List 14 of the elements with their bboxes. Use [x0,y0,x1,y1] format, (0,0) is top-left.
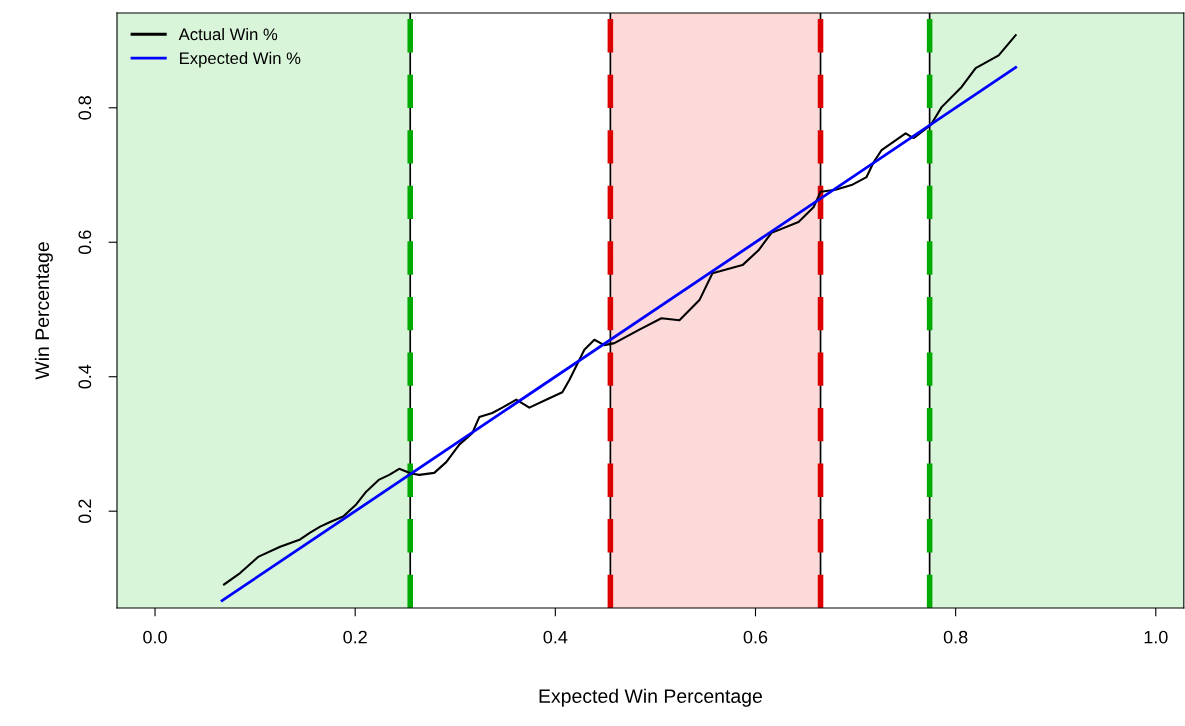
y-tick-label: 0.6 [78,230,92,255]
x-axis-title: Expected Win Percentage [539,688,762,707]
y-tick-label: 0.2 [78,499,92,524]
legend-label: Actual Win % [178,28,278,41]
x-tick-label: 0.8 [943,630,968,644]
x-tick-label: 0.0 [143,630,167,644]
x-tick-label: 0.2 [343,630,367,644]
y-tick-label: 0.4 [78,364,92,389]
x-tick-label: 1.0 [1144,630,1168,644]
x-tick-label: 0.6 [743,630,768,644]
x-tick-label: 0.4 [543,630,568,644]
legend-label: Expected Win % [180,51,301,68]
y-axis-title: Win Percentage [34,242,53,380]
y-tick-label: 0.8 [78,96,92,120]
